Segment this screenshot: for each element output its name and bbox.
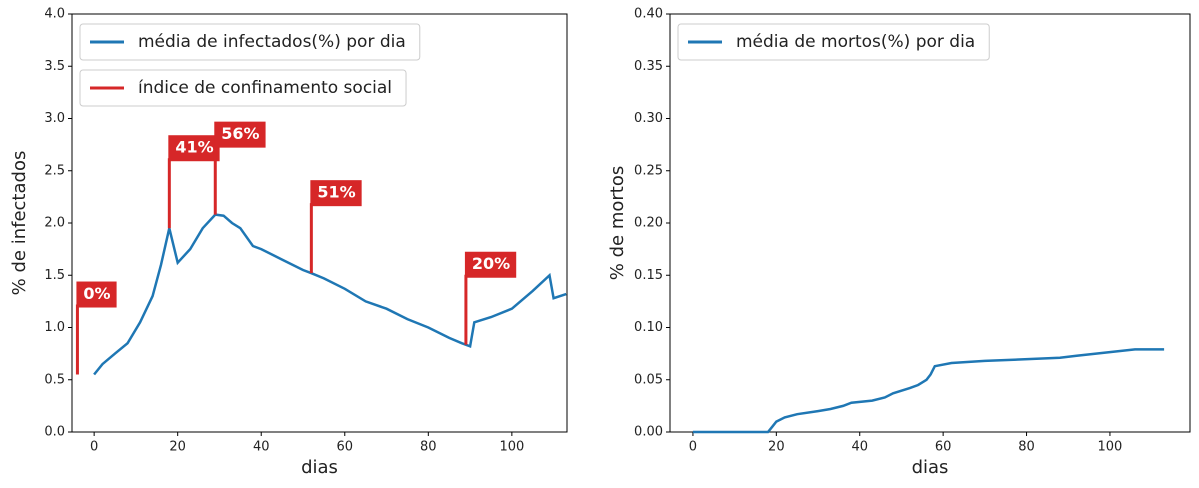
marker-box	[464, 251, 517, 278]
x-tick-label: 20	[169, 440, 186, 455]
x-tick-label: 0	[90, 440, 98, 455]
y-tick-label: 0.05	[634, 372, 663, 387]
x-tick-label: 20	[768, 440, 785, 455]
y-tick-label: 1.5	[44, 268, 65, 283]
x-tick-label: 0	[689, 440, 697, 455]
y-tick-label: 0.25	[634, 163, 663, 178]
y-tick-label: 0.0	[44, 425, 65, 440]
y-tick-label: 3.0	[44, 111, 65, 126]
y-tick-label: 0.00	[634, 425, 663, 440]
marker-box	[310, 180, 362, 207]
legend-label: média de mortos(%) por dia	[736, 32, 975, 52]
y-tick-label: 0.30	[634, 111, 663, 126]
legend-label: média de infectados(%) por dia	[138, 32, 406, 52]
x-tick-label: 40	[851, 440, 868, 455]
legend-box	[79, 69, 407, 107]
y-tick-label: 0.35	[634, 59, 663, 74]
marker-label: 56%	[221, 124, 259, 143]
legend-box	[79, 23, 421, 61]
x-tick-label: 80	[1018, 440, 1035, 455]
subplot: 0.0 0.5 1.0 1.5 2.0 2.5 3.0 3.5 4.0 0 20 40 60 80 100 d…	[9, 7, 568, 478]
y-tick-label: 0.10	[634, 320, 663, 335]
y-axis-label: % de infectados	[9, 151, 30, 296]
marker-label: 0%	[83, 284, 110, 303]
marker-label: 20%	[472, 254, 510, 273]
legend-label: índice de confinamento social	[138, 78, 392, 98]
x-axis-label: dias	[301, 457, 338, 478]
marker-label: 41%	[175, 138, 213, 157]
y-tick-label: 1.0	[44, 320, 65, 335]
subplot: 0.00 0.05 0.10 0.15 0.20 0.25 0.30 0.35 0.40 0 20 4…	[607, 7, 1191, 478]
marker-label: 51%	[317, 183, 355, 202]
x-tick-label: 100	[499, 440, 524, 455]
x-tick-label: 60	[336, 440, 353, 455]
x-tick-label: 40	[253, 440, 270, 455]
marker-box	[76, 281, 117, 308]
y-tick-label: 0.15	[634, 268, 663, 283]
marker-box	[168, 135, 220, 162]
plot-area	[669, 13, 1191, 433]
y-tick-label: 0.5	[44, 372, 65, 387]
y-tick-label: 3.5	[44, 59, 65, 74]
data-line	[93, 213, 567, 376]
y-tick-label: 2.5	[44, 163, 65, 178]
legend-box	[677, 23, 990, 61]
y-tick-label: 0.20	[634, 216, 663, 231]
marker-box	[214, 121, 266, 148]
x-tick-label: 100	[1098, 440, 1123, 455]
x-tick-label: 60	[935, 440, 952, 455]
y-tick-label: 0.40	[634, 7, 663, 22]
x-tick-label: 80	[420, 440, 437, 455]
y-tick-label: 2.0	[44, 216, 65, 231]
data-line	[692, 348, 1165, 434]
x-axis-label: dias	[912, 457, 949, 478]
y-tick-label: 4.0	[44, 7, 65, 22]
y-axis-label: % de mortos	[607, 166, 628, 280]
